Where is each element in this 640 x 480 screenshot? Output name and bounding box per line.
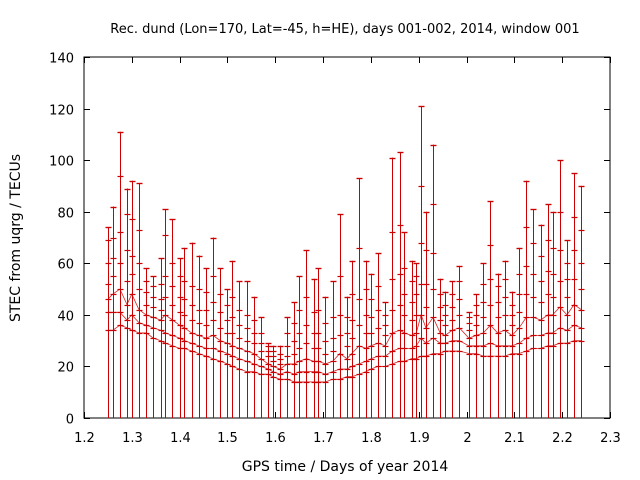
epoch-bar xyxy=(473,293,480,418)
epoch-bar xyxy=(550,211,557,418)
epoch-bar xyxy=(277,345,284,418)
x-tick-label: 1.5 xyxy=(217,431,238,446)
epoch-bar xyxy=(337,213,344,418)
epoch-bar xyxy=(389,157,396,418)
epoch-bar xyxy=(236,280,243,418)
epoch-bar xyxy=(217,267,224,418)
epoch-bar xyxy=(538,224,545,418)
epoch-bar xyxy=(502,260,509,418)
epoch-bar xyxy=(349,260,356,418)
x-tick-label: 2.2 xyxy=(552,431,573,446)
epoch-bar xyxy=(143,267,150,418)
epoch-bar xyxy=(265,342,272,418)
epoch-bar xyxy=(437,278,444,418)
x-tick-label: 1.6 xyxy=(265,431,286,446)
y-tick-label: 100 xyxy=(49,155,74,170)
x-axis: 1.2 1.3 1.4 1.5 1.6 1.7 1.8 1.9 2 2.1 2.2 2.3 xyxy=(74,57,621,446)
chart-title: Rec. dund (Lon=170, Lat=-45, h=HE), days… xyxy=(110,22,579,37)
series-trace xyxy=(107,311,582,375)
epoch-bar xyxy=(557,159,564,418)
epoch-bar xyxy=(330,280,337,418)
epoch-bar xyxy=(516,247,523,418)
y-tick-label: 60 xyxy=(57,258,74,273)
epoch-bar xyxy=(363,260,370,418)
y-tick-label: 120 xyxy=(49,104,74,119)
epoch-bar xyxy=(189,242,196,418)
epoch-bar xyxy=(203,267,210,418)
epoch-bar xyxy=(375,252,382,418)
y-tick-label: 80 xyxy=(57,207,74,222)
epoch-bar xyxy=(564,239,571,418)
y-axis-label: STEC from uqrg / TECUs xyxy=(8,154,24,322)
epoch-bar xyxy=(210,237,217,418)
epoch-bar xyxy=(129,180,136,418)
epoch-bar xyxy=(315,267,322,418)
epoch-bar xyxy=(270,345,277,418)
epoch-bar xyxy=(229,260,236,418)
x-tick-label: 1.3 xyxy=(122,431,143,446)
epoch-bar xyxy=(356,177,363,418)
epoch-bar xyxy=(418,105,425,418)
x-tick-label: 1.7 xyxy=(313,431,334,446)
epoch-bar xyxy=(523,180,530,418)
epoch-bar xyxy=(244,280,251,418)
x-tick-label: 2.3 xyxy=(600,431,621,446)
stec-series xyxy=(105,105,585,418)
x-tick-label: 2 xyxy=(463,431,471,446)
y-axis: 0 20 40 60 80 100 120 140 xyxy=(49,52,610,428)
epoch-bar xyxy=(344,296,351,418)
epoch-bar xyxy=(449,280,456,418)
y-tick-label: 0 xyxy=(66,413,74,428)
epoch-bar xyxy=(423,211,430,418)
epoch-bar xyxy=(136,182,143,418)
epoch-bar xyxy=(413,262,420,418)
epoch-bar xyxy=(430,144,437,418)
epoch-bar xyxy=(578,185,585,418)
epoch-bar xyxy=(530,208,537,418)
y-tick-label: 40 xyxy=(57,310,74,325)
epoch-bar xyxy=(509,291,516,418)
x-tick-label: 2.1 xyxy=(504,431,525,446)
epoch-bar xyxy=(251,296,258,418)
x-tick-label: 1.9 xyxy=(409,431,430,446)
epoch-bar xyxy=(105,226,112,418)
y-tick-label: 20 xyxy=(57,361,74,376)
epoch-bar xyxy=(409,260,416,418)
epoch-bar xyxy=(291,301,298,418)
epoch-bar xyxy=(442,291,449,418)
epoch-bar xyxy=(480,262,487,418)
epoch-bar xyxy=(296,275,303,418)
epoch-bar xyxy=(466,311,473,418)
series-trace xyxy=(107,288,582,370)
y-tick-label: 140 xyxy=(49,52,74,67)
epoch-bar xyxy=(303,249,310,418)
x-tick-label: 1.2 xyxy=(74,431,95,446)
epoch-bar xyxy=(487,200,494,418)
x-tick-label: 1.4 xyxy=(170,431,191,446)
epoch-bar xyxy=(382,301,389,418)
epoch-bar xyxy=(117,131,124,418)
epoch-bar xyxy=(158,257,165,418)
epoch-bar xyxy=(401,231,408,418)
epoch-bar xyxy=(196,255,203,418)
epoch-bar xyxy=(162,208,169,418)
epoch-bar xyxy=(284,316,291,418)
series-trace xyxy=(107,324,582,383)
epoch-bar xyxy=(545,203,552,418)
epoch-bar xyxy=(397,151,404,418)
epoch-bar xyxy=(322,296,329,418)
epoch-bar xyxy=(150,275,157,418)
epoch-bar xyxy=(571,172,578,418)
x-tick-label: 1.8 xyxy=(361,431,382,446)
epoch-bar xyxy=(181,247,188,418)
x-axis-label: GPS time / Days of year 2014 xyxy=(242,459,449,475)
